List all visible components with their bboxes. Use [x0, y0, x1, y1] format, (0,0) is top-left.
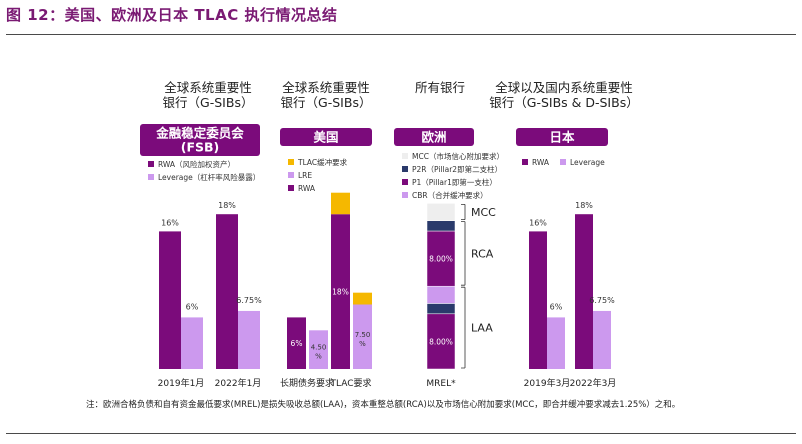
bracket [461, 221, 466, 286]
data-label: 18% [575, 201, 593, 210]
bracket-label: LAA [471, 322, 493, 335]
data-label-unit: % [359, 340, 366, 348]
data-label: 4.50 [311, 344, 327, 352]
data-label: 16% [161, 218, 179, 227]
stacked-segment [426, 230, 456, 287]
legend-label: TLAC缓冲要求 [297, 157, 348, 167]
stacked-segment [426, 313, 456, 370]
legend-swatch [148, 161, 154, 167]
legend-label: MCC（市场信心附加要求） [412, 151, 504, 161]
panel-badge [516, 128, 608, 146]
category-tick-label: 长期债务要求 [280, 377, 334, 389]
panel-badge [140, 124, 260, 156]
legend-label: P1（Pillar1即第一支柱） [412, 177, 497, 187]
panel-header-line: 全球系统重要性 [282, 80, 370, 95]
panel-header-line: 银行（G-SIBs） [163, 95, 254, 110]
stacked-segment [426, 285, 456, 304]
bar-rwa [159, 231, 181, 369]
bar-rwa [529, 231, 547, 369]
panel-header-line: 银行（G-SIBs） [281, 95, 372, 110]
data-label: 6% [291, 339, 303, 348]
legend-swatch [402, 166, 408, 172]
panel-badge-label: (FSB) [181, 140, 220, 155]
legend-swatch [148, 174, 154, 180]
legend-label: LRE [298, 171, 312, 180]
legend-label: Leverage（杠杆率风险暴露） [158, 172, 260, 182]
stacked-segment [426, 303, 456, 315]
data-label: 6.75% [589, 296, 615, 305]
data-label: 6.75% [236, 296, 262, 305]
panel-header-line: 全球以及国内系统重要性 [495, 80, 633, 95]
legend-label: RWA [532, 158, 550, 167]
bar-tlac-buffer [331, 192, 350, 215]
bracket [461, 286, 466, 369]
legend-swatch [288, 159, 294, 165]
bar-rwa [287, 317, 306, 369]
panel-badge [280, 128, 372, 146]
legend-label: CBR（合并缓冲要求） [412, 190, 488, 200]
bar-rwa [331, 214, 350, 369]
footnote: 注：欧洲合格负债和自有资金最低要求(MREL)是损失吸收总额(LAA)，资本重整… [86, 400, 681, 410]
bracket-label: MCC [471, 206, 496, 219]
stacked-segment [426, 220, 456, 232]
legend-label: RWA（风险加权资产） [158, 159, 235, 169]
legend-swatch [402, 179, 408, 185]
panel-badge-label: 欧洲 [421, 130, 446, 145]
bracket-label: RCA [471, 247, 494, 260]
bar-leverage [547, 317, 565, 369]
panel-header-line: 全球系统重要性 [164, 80, 252, 95]
bottom-rule [6, 433, 796, 434]
legend-swatch [288, 185, 294, 191]
bar-rwa [575, 214, 593, 369]
category-tick-label: 2022年1月 [215, 377, 262, 389]
data-label: 7.50 [355, 331, 371, 339]
data-label-unit: % [315, 353, 322, 361]
panel-header-line: 所有银行 [415, 80, 465, 95]
legend-swatch [288, 172, 294, 178]
bracket [461, 204, 466, 221]
data-label: 18% [218, 201, 236, 210]
category-tick-label: 2019年3月 [524, 377, 571, 389]
bar-lre [309, 330, 328, 369]
data-label: 8.00% [429, 337, 453, 346]
category-tick-label: 2019年1月 [158, 377, 205, 389]
legend-label: Leverage [570, 158, 605, 167]
bar-leverage [181, 317, 203, 369]
category-tick-label: 2022年3月 [570, 377, 617, 389]
legend-label: RWA [298, 184, 316, 193]
bar-leverage [238, 310, 260, 369]
legend-swatch [402, 153, 408, 159]
legend-swatch [560, 159, 566, 165]
data-label: 18% [332, 288, 349, 297]
data-label: 8.00% [429, 255, 453, 264]
bar-leverage [593, 310, 611, 369]
panel-badge-label: 美国 [313, 130, 338, 145]
panel-badge [394, 128, 474, 146]
bar-lre [353, 304, 372, 369]
figure-title: 图 12：美国、欧洲及日本 TLAC 执行情况总结 [6, 6, 338, 24]
panel-header-line: 银行（G-SIBs & D-SIBs） [489, 95, 638, 110]
panel-badge-label: 日本 [549, 130, 575, 145]
bar-tlac-buffer [353, 292, 372, 305]
bar-rwa [216, 214, 238, 369]
legend-label: P2R（Pillar2即第二支柱） [412, 164, 502, 174]
legend-swatch [522, 159, 528, 165]
data-label: 6% [186, 302, 199, 311]
data-label: 6% [550, 302, 563, 311]
data-label: 16% [529, 218, 547, 227]
category-tick-label: TLAC要求 [329, 377, 371, 389]
category-tick-label: MREL* [426, 379, 456, 389]
legend-swatch [402, 192, 408, 198]
stacked-segment [426, 203, 456, 221]
top-rule [6, 34, 796, 35]
panel-badge-label: 金融稳定委员会 [155, 126, 244, 141]
